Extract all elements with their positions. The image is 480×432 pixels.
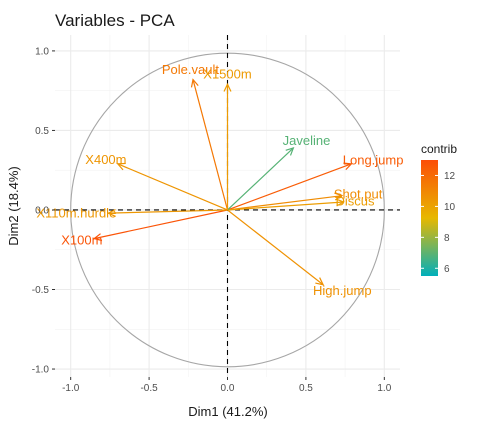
variable-arrow	[227, 163, 352, 211]
variable-arrow	[108, 209, 228, 214]
arrow-head	[223, 82, 232, 92]
legend-tick-label: 8	[444, 233, 450, 244]
x-tick-label: 1.0	[377, 383, 391, 394]
variable-arrow	[227, 201, 344, 211]
arrow-head	[335, 198, 345, 207]
x-axis-ticks: -1.0 -0.5 0.0 0.5 1.0	[62, 377, 392, 394]
x-tick-label: 0.5	[299, 383, 313, 394]
variable-label: Discus	[336, 193, 376, 208]
x-tick-label: 0.0	[221, 383, 235, 394]
variable-label: Javeline	[283, 133, 331, 148]
variable-labels: X100m Long.jump Shot.put High.jump X400m X110…	[36, 62, 403, 298]
arrow-head	[343, 162, 353, 171]
variable-label: Long.jump	[343, 152, 404, 167]
plot-area: X100m Long.jump Shot.put High.jump X400m X110…	[36, 35, 403, 377]
arrow-head	[92, 233, 103, 242]
variable-label: High.jump	[313, 283, 372, 298]
x-tick-label: -1.0	[62, 383, 80, 394]
variable-arrows	[92, 78, 353, 286]
y-axis-title: Dim2 (18.4%)	[6, 166, 21, 245]
variable-arrow	[117, 163, 228, 211]
arrow-head	[116, 162, 126, 171]
arrow-head	[190, 78, 199, 88]
y-tick-label: 1.0	[35, 46, 49, 57]
legend: contrib 6 8 10 12	[421, 142, 457, 276]
legend-tick-label: 10	[444, 202, 456, 213]
arrow-head	[334, 192, 344, 201]
variable-arrow	[94, 209, 228, 240]
variable-arrow	[227, 147, 294, 211]
variable-arrow	[192, 79, 229, 211]
arrow-head	[315, 277, 325, 286]
chart-title: Variables - PCA	[55, 11, 175, 30]
x-axis-title: Dim1 (41.2%)	[188, 404, 267, 419]
legend-colorbar	[421, 160, 438, 276]
x-tick-label: -0.5	[140, 383, 158, 394]
variable-label: Pole.vault	[162, 62, 219, 77]
legend-tick-label: 6	[444, 264, 450, 275]
variable-label: X400m	[85, 152, 126, 167]
variable-label: X110m.hurdle	[36, 205, 116, 220]
legend-tick-label: 12	[444, 171, 456, 182]
y-tick-label: -0.5	[32, 285, 50, 296]
variable-label: X100m	[61, 233, 102, 248]
variable-label: X1500m	[203, 66, 251, 81]
legend-title: contrib	[421, 142, 457, 156]
y-tick-label: 0.0	[35, 205, 49, 216]
y-tick-label: -1.0	[32, 365, 50, 376]
legend-ticks: 6 8 10 12	[421, 171, 456, 275]
variable-arrow	[227, 195, 343, 211]
arrow-head	[106, 208, 116, 217]
variable-arrow	[227, 209, 324, 286]
y-axis-ticks: -1.0 -0.5 0.0 0.5 1.0	[32, 46, 55, 376]
variable-label: Shot.put	[334, 186, 383, 201]
y-tick-label: 0.5	[35, 126, 49, 137]
arrow-head	[285, 146, 295, 156]
